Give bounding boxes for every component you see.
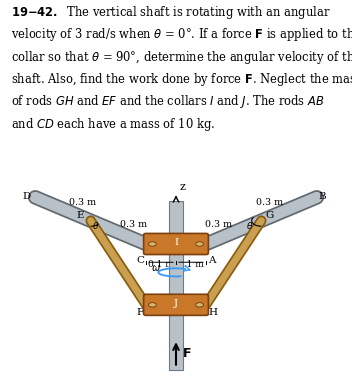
Text: 0.3 m: 0.3 m [120, 220, 147, 229]
Polygon shape [169, 314, 183, 370]
Text: z: z [180, 182, 186, 191]
Text: $\theta$: $\theta$ [92, 220, 100, 231]
Polygon shape [169, 201, 183, 235]
Text: 0.3 m: 0.3 m [256, 199, 283, 207]
Circle shape [149, 303, 156, 307]
Text: H: H [209, 308, 218, 317]
Polygon shape [169, 253, 183, 296]
Circle shape [149, 242, 156, 246]
Text: 0.1 m: 0.1 m [148, 260, 174, 269]
Text: G: G [265, 211, 273, 220]
Text: $\mathbf{19{-}42.}$  The vertical shaft is rotating with an angular
velocity of : $\mathbf{19{-}42.}$ The vertical shaft i… [11, 4, 352, 133]
FancyBboxPatch shape [144, 234, 208, 255]
Text: E: E [77, 211, 84, 220]
FancyBboxPatch shape [144, 294, 208, 316]
Text: J: J [174, 299, 178, 308]
Text: $\theta$: $\theta$ [246, 220, 253, 231]
Text: C: C [136, 255, 144, 264]
Text: $\omega$: $\omega$ [151, 263, 161, 273]
Text: 0.3 m: 0.3 m [69, 199, 96, 207]
Text: A: A [208, 255, 215, 264]
Text: F: F [136, 308, 143, 317]
Text: D: D [23, 192, 31, 201]
Text: 0.3 m: 0.3 m [205, 220, 232, 229]
Text: B: B [319, 192, 326, 201]
Text: I: I [174, 238, 178, 247]
Text: 0.1 m: 0.1 m [178, 260, 204, 269]
Text: $\mathbf{F}$: $\mathbf{F}$ [182, 347, 192, 360]
Circle shape [196, 303, 203, 307]
Circle shape [196, 242, 203, 246]
